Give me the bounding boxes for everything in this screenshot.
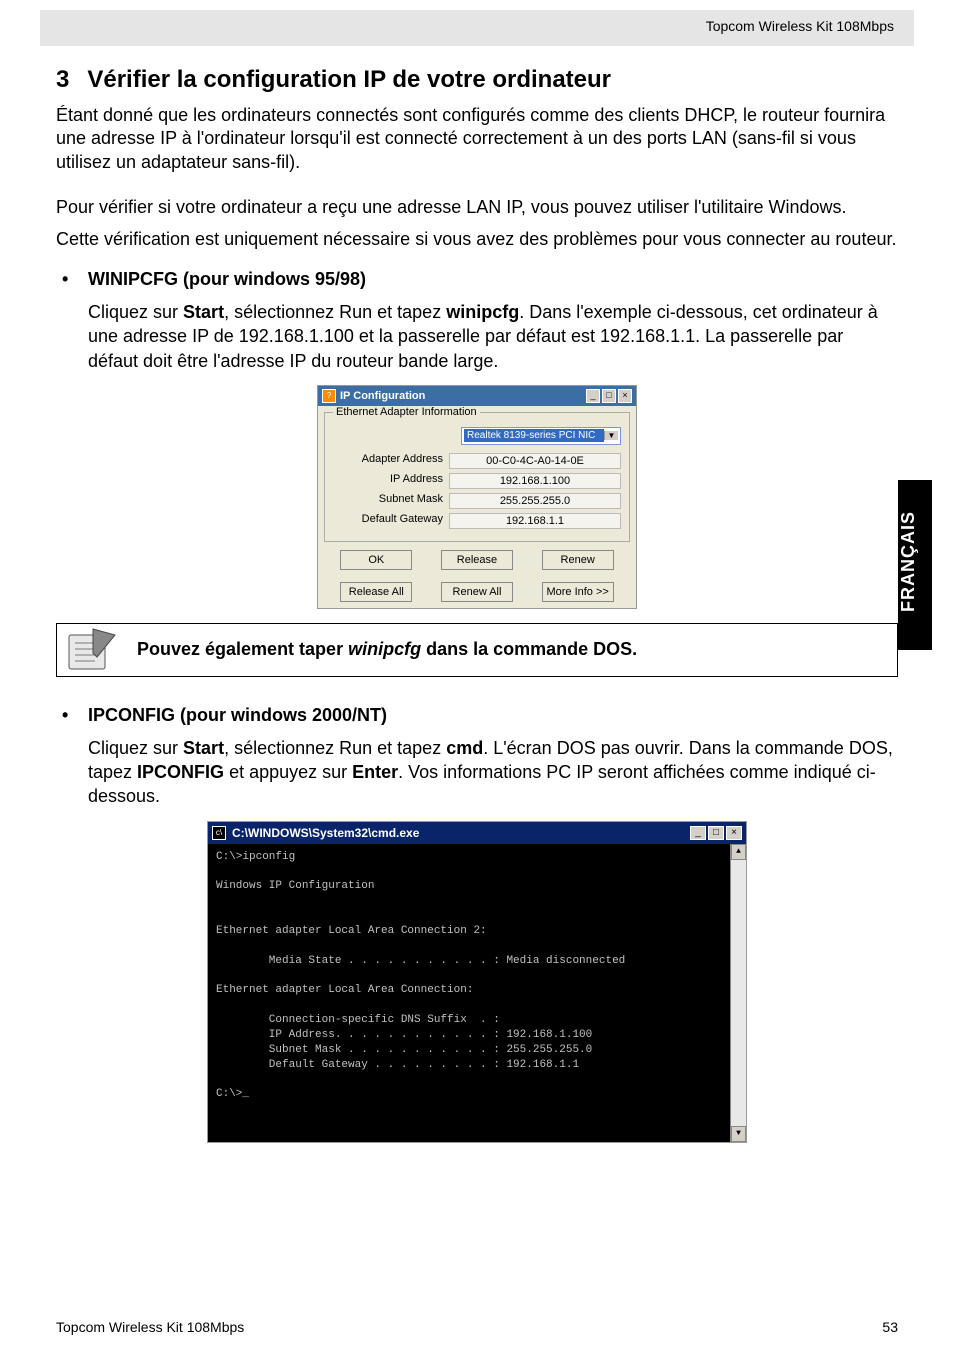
button-row-2: Release All Renew All More Info >>	[318, 576, 636, 608]
cmd-output: C:\>ipconfig Windows IP Configuration Et…	[208, 844, 730, 1142]
header-title: Topcom Wireless Kit 108Mbps	[706, 18, 894, 34]
bullet1-body: Cliquez sur Start, sélectionnez Run et t…	[56, 300, 898, 373]
scroll-track[interactable]	[731, 860, 746, 1126]
bullet-head-1: WINIPCFG (pour windows 95/98)	[88, 269, 366, 289]
value: 192.168.1.1	[449, 513, 621, 529]
adapter-dropdown[interactable]: Realtek 8139-series PCI NIC ▼	[461, 427, 621, 445]
dropdown-value: Realtek 8139-series PCI NIC	[464, 429, 604, 442]
section-number: 3	[56, 66, 69, 94]
chevron-down-icon: ▼	[604, 431, 618, 440]
value: 255.255.255.0	[449, 493, 621, 509]
note-box: Pouvez également taper winipcfg dans la …	[56, 623, 898, 677]
page-footer: Topcom Wireless Kit 108Mbps 53	[56, 1319, 898, 1335]
text: Pouvez également taper	[137, 639, 343, 659]
bullet-winipcfg: WINIPCFG (pour windows 95/98)	[56, 269, 898, 290]
page-number: 53	[882, 1319, 898, 1335]
value: 00-C0-4C-A0-14-0E	[449, 453, 621, 469]
renew-all-button[interactable]: Renew All	[441, 582, 513, 602]
ipwin-title: IP Configuration	[340, 390, 584, 402]
text: dans la commande DOS.	[426, 639, 637, 659]
close-button[interactable]: ×	[726, 826, 742, 840]
language-tab: FRANÇAIS	[898, 480, 932, 650]
more-info-button[interactable]: More Info >>	[542, 582, 614, 602]
bullet-ipconfig: IPCONFIG (pour windows 2000/NT)	[56, 705, 898, 726]
ok-button[interactable]: OK	[340, 550, 412, 570]
row-gw: Default Gateway192.168.1.1	[333, 513, 621, 529]
row-adapter: Adapter Address00-C0-4C-A0-14-0E	[333, 453, 621, 469]
row-ip: IP Address192.168.1.100	[333, 473, 621, 489]
label: IP Address	[333, 473, 449, 489]
bold-start: Start	[183, 302, 224, 322]
minimize-button[interactable]: _	[586, 389, 600, 403]
page-header: Topcom Wireless Kit 108Mbps	[40, 10, 914, 46]
renew-button[interactable]: Renew	[542, 550, 614, 570]
close-button[interactable]: ×	[618, 389, 632, 403]
maximize-button[interactable]: □	[708, 826, 724, 840]
note-text: Pouvez également taper winipcfg dans la …	[137, 639, 637, 660]
label: Adapter Address	[333, 453, 449, 469]
group-label: Ethernet Adapter Information	[333, 406, 480, 418]
ipwin-titlebar: ? IP Configuration _ □ ×	[318, 386, 636, 406]
text: et appuyez sur	[224, 762, 352, 782]
bold-ipconfig: IPCONFIG	[137, 762, 224, 782]
intro-para-3: Cette vérification est uniquement nécess…	[56, 228, 898, 251]
cmd-title: C:\WINDOWS\System32\cmd.exe	[232, 826, 688, 840]
cmd-titlebar: c\ C:\WINDOWS\System32\cmd.exe _ □ ×	[208, 822, 746, 844]
maximize-button[interactable]: □	[602, 389, 616, 403]
ethernet-group: Ethernet Adapter Information Realtek 813…	[324, 412, 630, 542]
cmd-window: c\ C:\WINDOWS\System32\cmd.exe _ □ × C:\…	[207, 821, 747, 1143]
bold-enter: Enter	[352, 762, 398, 782]
intro-para-2: Pour vérifier si votre ordinateur a reçu…	[56, 196, 898, 219]
ipconfig-window: ? IP Configuration _ □ × Ethernet Adapte…	[317, 385, 637, 609]
section-title: Vérifier la configuration IP de votre or…	[87, 66, 611, 93]
text: , sélectionnez Run et tapez	[224, 302, 446, 322]
release-all-button[interactable]: Release All	[340, 582, 412, 602]
cmd-body-wrap: C:\>ipconfig Windows IP Configuration Et…	[208, 844, 746, 1142]
ipwin-app-icon: ?	[322, 389, 336, 403]
row-mask: Subnet Mask255.255.255.0	[333, 493, 621, 509]
minimize-button[interactable]: _	[690, 826, 706, 840]
release-button[interactable]: Release	[441, 550, 513, 570]
note-icon	[65, 627, 119, 673]
button-row-1: OK Release Renew	[318, 544, 636, 576]
bold-start: Start	[183, 738, 224, 758]
cmd-app-icon: c\	[212, 826, 226, 840]
intro-para-1: Étant donné que les ordinateurs connecté…	[56, 104, 898, 174]
label: Subnet Mask	[333, 493, 449, 509]
scroll-up-icon[interactable]: ▲	[731, 844, 746, 860]
scroll-down-icon[interactable]: ▼	[731, 1126, 746, 1142]
footer-left: Topcom Wireless Kit 108Mbps	[56, 1319, 244, 1335]
text: Cliquez sur	[88, 738, 183, 758]
bold-cmd: cmd	[446, 738, 483, 758]
bullet-head-2: IPCONFIG (pour windows 2000/NT)	[88, 705, 387, 725]
italic-winipcfg: winipcfg	[343, 639, 426, 659]
section-heading: 3 Vérifier la configuration IP de votre o…	[56, 66, 898, 94]
bold-winipcfg: winipcfg	[446, 302, 519, 322]
text: , sélectionnez Run et tapez	[224, 738, 446, 758]
bullet2-body: Cliquez sur Start, sélectionnez Run et t…	[56, 736, 898, 809]
scrollbar[interactable]: ▲ ▼	[730, 844, 746, 1142]
label: Default Gateway	[333, 513, 449, 529]
text: Cliquez sur	[88, 302, 183, 322]
value: 192.168.1.100	[449, 473, 621, 489]
